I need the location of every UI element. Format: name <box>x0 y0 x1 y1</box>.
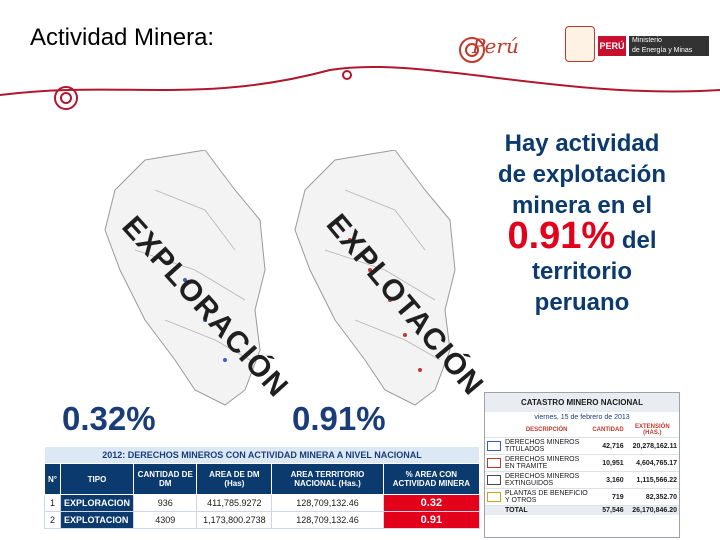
col-header: CANTIDAD DE DM <box>132 463 198 495</box>
cell-desc: DERECHOS MINEROS TITULADOS <box>503 437 591 455</box>
slide-title: Actividad Minera: <box>30 24 215 51</box>
table-row: DERECHOS MINEROS TITULADOS 42,716 20,278… <box>485 437 679 455</box>
cell-extension: 20,278,162.11 <box>625 437 679 455</box>
brand-wordmark: Perú <box>472 34 519 58</box>
cell-cantidad: 42,716 <box>590 437 626 455</box>
spiral-icon <box>54 86 78 110</box>
ministry-line-2: de Energía y Minas <box>632 47 693 54</box>
cell-desc: TOTAL <box>503 505 591 515</box>
cell-area-dm: 411,785.9272 <box>196 494 273 512</box>
cell-desc: PLANTAS DE BENEFICIO Y OTROS <box>503 488 591 506</box>
cell-extension: 82,352.70 <box>625 488 679 506</box>
peru-map-exploracion <box>104 150 266 406</box>
cell-tipo: EXPLOTACION <box>59 511 135 529</box>
headline-line-3: minera en el <box>511 192 653 219</box>
table-row: DERECHOS MINEROS EXTINGUIDOS 3,160 1,115… <box>485 471 679 489</box>
exploracion-percent: 0.32% <box>62 400 156 437</box>
cell-tipo: EXPLORACION <box>59 494 135 512</box>
table-row: 1 EXPLORACION 936 411,785.9272 128,709,1… <box>44 494 481 512</box>
table-row: DERECHOS MINEROS EN TRAMITE 10,951 4,604… <box>485 454 679 472</box>
legend-swatch <box>487 441 501 451</box>
table-caption: 2012: DERECHOS MINEROS CON ACTIVIDAD MIN… <box>44 446 480 464</box>
cell-area-territorio: 128,709,132.46 <box>271 494 384 512</box>
total-row: TOTAL 57,546 26,170,846.20 <box>485 505 679 515</box>
col-header: EXTENSIÓN (HAS.) <box>634 424 670 436</box>
col-header: CANTIDAD <box>592 427 624 433</box>
cell-area-dm: 1,173,800.2738 <box>196 511 273 529</box>
cell-extension: 4,604,765.17 <box>625 454 679 472</box>
table-row: 2 EXPLOTACION 4309 1,173,800.2738 128,70… <box>44 511 481 529</box>
banner-line <box>0 65 720 96</box>
headline-line-1: Hay actividad <box>504 130 660 157</box>
cell-cantidad: 719 <box>590 488 626 506</box>
cell-pct: 0.32 <box>382 494 481 512</box>
ministry-line-1: Ministerio <box>632 37 662 44</box>
col-header <box>485 423 503 438</box>
table-row: PLANTAS DE BENEFICIO Y OTROS 719 82,352.… <box>485 488 679 506</box>
catastro-title: CATASTRO MINERO NACIONAL <box>485 393 679 412</box>
cell-desc: DERECHOS MINEROS EXTINGUIDOS <box>503 471 591 489</box>
marca-peru-logo <box>459 37 485 63</box>
cell-cantidad: 3,160 <box>590 471 626 489</box>
coat-of-arms-icon <box>565 26 595 62</box>
cell-cantidad: 57,546 <box>590 505 626 515</box>
cell-cantidad: 4309 <box>132 511 198 529</box>
spiral-inner <box>60 92 72 104</box>
col-header: AREA DE DM (Has) <box>196 463 273 495</box>
legend-swatch <box>487 492 501 502</box>
headline: Hay actividad de explotación minera en e… <box>482 128 682 318</box>
col-header: TIPO <box>59 463 135 495</box>
headline-percent-row: 0.91% del <box>482 217 682 256</box>
col-header: AREA TERRITORIO NACIONAL (Has.) <box>271 463 384 495</box>
ministry-label: Ministerio de Energía y Minas <box>629 36 709 56</box>
headline-line-2: de explotación <box>497 161 667 188</box>
decorative-banner <box>0 65 720 110</box>
legend-swatch <box>487 458 501 468</box>
table-2012: 2012: DERECHOS MINEROS CON ACTIVIDAD MIN… <box>44 446 481 529</box>
cell-area-territorio: 128,709,132.46 <box>271 511 384 529</box>
legend-swatch <box>487 475 501 485</box>
cell-n: 2 <box>44 511 61 529</box>
col-header: N° <box>44 463 61 495</box>
explotacion-percent: 0.91% <box>292 400 386 437</box>
cell-cantidad: 10,951 <box>590 454 626 472</box>
catastro-panel: CATASTRO MINERO NACIONAL viernes, 15 de … <box>484 392 680 538</box>
col-header: DESCRIPCIÓN <box>525 427 568 433</box>
cell-desc: DERECHOS MINEROS EN TRAMITE <box>503 454 591 472</box>
cell-pct: 0.91 <box>382 511 481 529</box>
cell-extension: 26,170,846.20 <box>625 505 679 515</box>
cell-cantidad: 936 <box>132 494 198 512</box>
headline-line-6: peruano <box>534 289 630 316</box>
peru-map-explotacion <box>294 150 456 406</box>
headline-line-5: territorio <box>531 258 632 285</box>
cell-extension: 1,115,566.22 <box>625 471 679 489</box>
catastro-date: viernes, 15 de febrero de 2013 <box>534 414 630 421</box>
dot-icon <box>342 70 352 80</box>
headline-del: del <box>621 227 657 254</box>
cell-n: 1 <box>44 494 61 512</box>
peru-label: PERÚ <box>598 36 626 56</box>
catastro-table: DESCRIPCIÓN CANTIDAD EXTENSIÓN (HAS.) DE… <box>485 423 679 515</box>
headline-percent: 0.91% <box>507 215 616 257</box>
col-header: % AREA CON ACTIVIDAD MINERA <box>382 463 481 495</box>
